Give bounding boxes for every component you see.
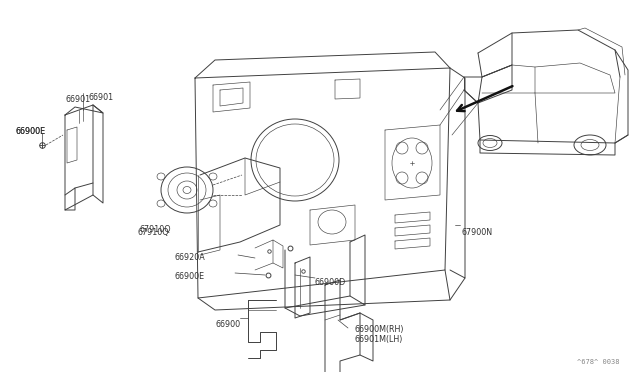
Text: 67900N: 67900N xyxy=(462,228,493,237)
Text: 66900E: 66900E xyxy=(175,272,205,281)
Text: 66900E: 66900E xyxy=(15,127,45,136)
Text: 66900: 66900 xyxy=(216,320,241,329)
Text: 66900E: 66900E xyxy=(15,127,45,136)
Text: ^678^ 0038: ^678^ 0038 xyxy=(577,359,620,365)
Text: 66900M(RH)
66901M(LH): 66900M(RH) 66901M(LH) xyxy=(355,325,404,344)
Text: 67910Q: 67910Q xyxy=(137,228,169,237)
Text: 66901: 66901 xyxy=(65,95,91,104)
Text: 66901: 66901 xyxy=(88,93,113,102)
Text: 66920A: 66920A xyxy=(174,253,205,262)
Text: 66900D: 66900D xyxy=(315,278,346,287)
Text: 67910Q: 67910Q xyxy=(139,225,171,234)
